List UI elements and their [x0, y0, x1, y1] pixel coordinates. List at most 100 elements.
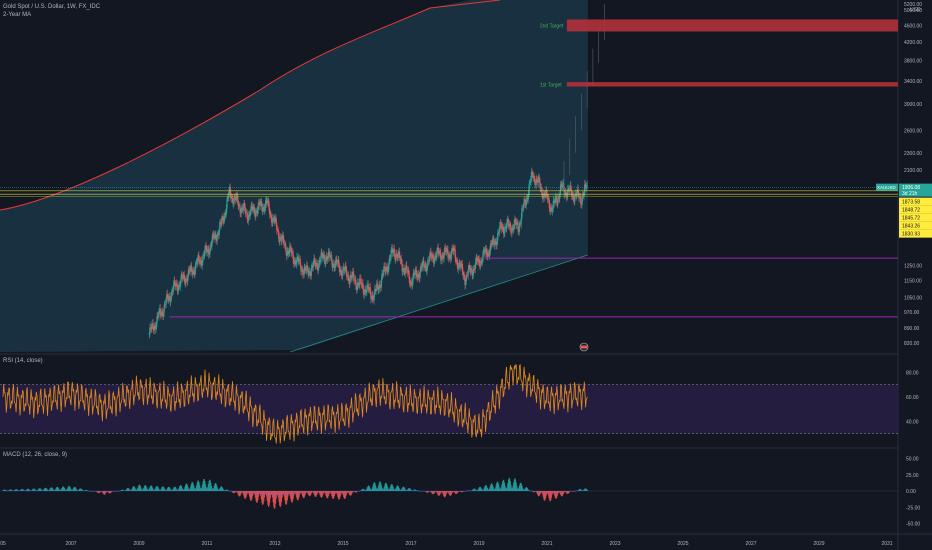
rsi-legend[interactable]: RSI (14, close) — [3, 358, 43, 364]
candle-body — [576, 193, 578, 197]
candle-body — [205, 245, 207, 250]
macd-histogram-bar — [546, 491, 548, 494]
candle-body — [359, 278, 361, 280]
candle-body — [242, 207, 244, 211]
candle-body — [187, 276, 189, 282]
candle-body — [276, 222, 278, 230]
macd-histogram-bar — [174, 486, 176, 491]
candle-body — [210, 245, 212, 247]
candle-body — [245, 211, 247, 214]
last-price-tag — [899, 183, 932, 197]
candle-body — [377, 285, 379, 291]
macd-histogram-bar — [449, 491, 451, 496]
candle-body — [180, 274, 182, 281]
macd-histogram-bar — [38, 488, 40, 491]
macd-histogram-bar — [74, 486, 76, 491]
candle-body — [320, 252, 322, 260]
macd-histogram-bar — [515, 482, 517, 491]
candle-body — [219, 222, 221, 230]
macd-histogram-bar — [266, 491, 268, 501]
macd-histogram-bar — [403, 487, 405, 491]
candle-body — [450, 256, 452, 260]
lower-channel-line — [289, 254, 588, 353]
target-boxes[interactable]: 2nd Target 1st Target — [540, 19, 898, 352]
candle-body — [474, 268, 476, 270]
level-tag-value: 1845.72 — [902, 216, 920, 222]
candle-body — [452, 250, 454, 252]
candle-body — [514, 219, 516, 225]
first-target-label: 1st Target — [540, 82, 562, 88]
candle-body — [399, 251, 401, 259]
macd-histogram-bar — [297, 491, 299, 501]
macd-histogram-bar — [62, 486, 63, 491]
candle-body — [289, 246, 291, 252]
candle-body — [392, 252, 394, 254]
candle-body — [376, 283, 378, 289]
macd-line — [2, 486, 588, 498]
candle-body — [291, 252, 293, 253]
macd-histogram-bar — [549, 491, 551, 502]
macd-histogram-bar — [474, 488, 476, 491]
macd-histogram-bar — [233, 491, 235, 494]
candle-body — [389, 259, 391, 260]
macd-histogram-bar — [494, 487, 496, 491]
macd-histogram-bar — [343, 491, 345, 498]
price-axis-tick: 3000.00 — [904, 102, 922, 108]
macd-histogram-bar — [22, 489, 24, 491]
macd-histogram-bar — [154, 488, 156, 491]
candle-body — [369, 287, 371, 292]
candle-body — [196, 262, 198, 264]
price-axis-tick: 1150.00 — [904, 279, 922, 285]
macd-histogram-bar — [109, 491, 111, 494]
candle-body — [225, 213, 227, 215]
time-axis-tick: 2017 — [405, 541, 416, 547]
macd-histogram-bar — [333, 491, 335, 499]
macd-histogram-bar — [505, 488, 507, 491]
macd-histogram-bar — [472, 489, 474, 491]
candle-body — [265, 199, 267, 201]
second-target-label: 2nd Target — [540, 23, 564, 29]
macd-histogram-bar — [133, 486, 135, 491]
candle-body — [329, 251, 331, 258]
candle-body — [447, 250, 449, 258]
candle-body — [338, 265, 341, 273]
candle-body — [470, 268, 472, 272]
candle-body — [221, 216, 224, 220]
macd-histogram-bar — [507, 479, 509, 491]
candle-body — [585, 184, 587, 189]
candle-body — [267, 200, 269, 202]
macd-histogram-bar — [298, 491, 300, 500]
candle-body — [522, 207, 524, 209]
candle-body — [480, 260, 482, 262]
candle-body — [337, 260, 339, 263]
candle-body — [360, 278, 362, 285]
candle-body — [278, 231, 280, 239]
candle-body — [351, 271, 354, 278]
candle-body — [246, 211, 248, 214]
candle-body — [520, 217, 522, 225]
macd-legend[interactable]: MACD (12, 26, close, 9) — [3, 452, 68, 458]
macd-histogram-bar — [309, 491, 311, 497]
time-axis[interactable]: 05 2007 2009 2011 2013 2015 2017 2019 2021 2023 20… — [0, 541, 893, 547]
macd-histogram-bar — [79, 488, 81, 491]
macd-histogram-bar — [376, 488, 378, 491]
symbol-title[interactable]: Gold Spot / U.S. Dollar, 1W, FX_IDC — [3, 4, 101, 10]
ma-indicator-label[interactable]: 2-Year MA — [3, 12, 32, 18]
candle-body — [351, 277, 353, 279]
macd-histogram-bar — [555, 491, 556, 499]
candle-body — [465, 281, 467, 286]
macd-histogram-bar — [539, 491, 541, 496]
macd-histogram-bar — [295, 491, 297, 495]
candle-body — [370, 298, 373, 300]
macd-histogram-bar — [583, 489, 585, 491]
candle-body — [565, 192, 567, 193]
candle-body — [534, 178, 536, 186]
candle-body — [349, 278, 351, 285]
price-axis-tick: 2100.00 — [904, 168, 922, 174]
macd-histogram-bar — [73, 487, 75, 491]
candle-body — [543, 193, 545, 195]
candle-body — [491, 239, 494, 245]
candle-body — [305, 269, 307, 271]
